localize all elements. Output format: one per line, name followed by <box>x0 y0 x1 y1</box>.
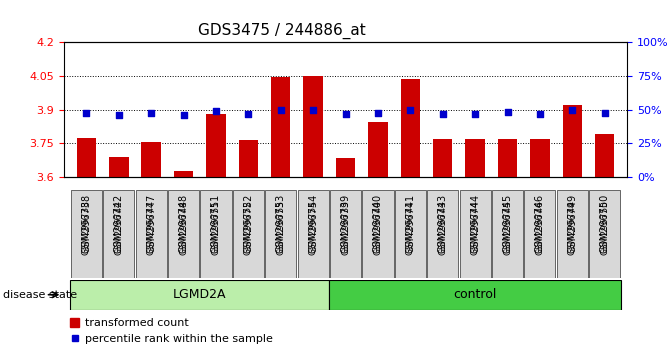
Point <box>275 107 286 113</box>
Bar <box>206 114 225 177</box>
Text: GSM296754: GSM296754 <box>309 200 317 255</box>
FancyBboxPatch shape <box>233 190 264 278</box>
Point <box>437 112 448 117</box>
Bar <box>271 77 291 177</box>
Point <box>340 111 351 116</box>
Text: GSM296752: GSM296752 <box>244 200 253 255</box>
Bar <box>336 158 355 177</box>
Bar <box>142 142 161 177</box>
Bar <box>401 80 420 177</box>
Text: GSM296743: GSM296743 <box>437 194 448 253</box>
Point <box>535 111 546 116</box>
FancyBboxPatch shape <box>103 190 134 278</box>
Text: GSM296746: GSM296746 <box>535 200 544 255</box>
Bar <box>368 122 388 177</box>
Point <box>81 110 92 116</box>
Text: control: control <box>454 288 497 301</box>
Text: GSM296739: GSM296739 <box>341 200 350 255</box>
FancyBboxPatch shape <box>329 280 621 310</box>
Point <box>211 108 221 114</box>
FancyBboxPatch shape <box>71 190 102 278</box>
FancyBboxPatch shape <box>395 190 426 278</box>
Text: GSM296739: GSM296739 <box>341 194 350 253</box>
Legend: transformed count, percentile rank within the sample: transformed count, percentile rank withi… <box>66 314 277 348</box>
Text: GSM296750: GSM296750 <box>600 194 610 253</box>
Text: GSM296751: GSM296751 <box>211 194 221 253</box>
Point <box>178 112 189 118</box>
Bar <box>174 171 193 177</box>
Bar <box>595 135 615 177</box>
Bar <box>466 139 485 177</box>
Text: GSM296746: GSM296746 <box>535 194 545 253</box>
Text: GSM296740: GSM296740 <box>374 200 382 255</box>
Point <box>113 113 124 118</box>
Text: GSM296741: GSM296741 <box>406 200 415 255</box>
Bar <box>433 139 452 177</box>
Bar <box>530 139 550 177</box>
FancyBboxPatch shape <box>136 190 167 278</box>
Point <box>372 110 383 115</box>
Text: GSM296743: GSM296743 <box>438 200 448 255</box>
Point <box>405 107 416 113</box>
Point <box>567 107 578 113</box>
Point <box>243 111 254 116</box>
FancyBboxPatch shape <box>524 190 556 278</box>
Point <box>502 110 513 115</box>
Text: GSM296752: GSM296752 <box>244 194 254 253</box>
Bar <box>498 139 517 177</box>
Point <box>599 110 610 115</box>
Point <box>308 107 319 113</box>
Text: GSM296751: GSM296751 <box>211 200 221 255</box>
Text: GSM296740: GSM296740 <box>373 194 383 253</box>
Text: GSM296750: GSM296750 <box>601 200 609 255</box>
Text: GSM296742: GSM296742 <box>114 200 123 255</box>
FancyBboxPatch shape <box>492 190 523 278</box>
Text: GSM296747: GSM296747 <box>146 194 156 253</box>
Text: GSM296748: GSM296748 <box>179 200 188 255</box>
Point <box>470 112 480 117</box>
Text: GSM296754: GSM296754 <box>308 194 318 253</box>
Bar <box>109 157 129 177</box>
Text: GSM296748: GSM296748 <box>178 194 189 253</box>
Bar <box>239 140 258 177</box>
Text: GSM296747: GSM296747 <box>147 200 156 255</box>
FancyBboxPatch shape <box>265 190 297 278</box>
FancyBboxPatch shape <box>460 190 491 278</box>
Text: GSM296745: GSM296745 <box>503 200 512 255</box>
FancyBboxPatch shape <box>168 190 199 278</box>
FancyBboxPatch shape <box>362 190 393 278</box>
FancyBboxPatch shape <box>557 190 588 278</box>
Point <box>146 110 156 116</box>
Text: GSM296749: GSM296749 <box>568 200 577 255</box>
Text: GSM296749: GSM296749 <box>567 194 577 253</box>
FancyBboxPatch shape <box>589 190 620 278</box>
Text: GSM296745: GSM296745 <box>503 194 513 253</box>
Text: GSM296742: GSM296742 <box>114 194 124 253</box>
Text: GSM296744: GSM296744 <box>470 200 480 255</box>
FancyBboxPatch shape <box>330 190 361 278</box>
Text: LGMD2A: LGMD2A <box>173 288 227 301</box>
FancyBboxPatch shape <box>298 190 329 278</box>
Bar <box>76 138 96 177</box>
Text: GSM296741: GSM296741 <box>405 194 415 253</box>
Text: GSM296753: GSM296753 <box>276 194 286 253</box>
Text: GSM296753: GSM296753 <box>276 200 285 255</box>
Bar <box>562 105 582 177</box>
Bar <box>303 76 323 177</box>
Text: disease state: disease state <box>3 290 77 300</box>
Text: GSM296738: GSM296738 <box>81 194 91 253</box>
Text: GSM296744: GSM296744 <box>470 194 480 253</box>
Text: GSM296738: GSM296738 <box>82 200 91 255</box>
FancyBboxPatch shape <box>201 190 231 278</box>
FancyBboxPatch shape <box>70 280 329 310</box>
FancyBboxPatch shape <box>427 190 458 278</box>
Text: GDS3475 / 244886_at: GDS3475 / 244886_at <box>198 23 366 39</box>
